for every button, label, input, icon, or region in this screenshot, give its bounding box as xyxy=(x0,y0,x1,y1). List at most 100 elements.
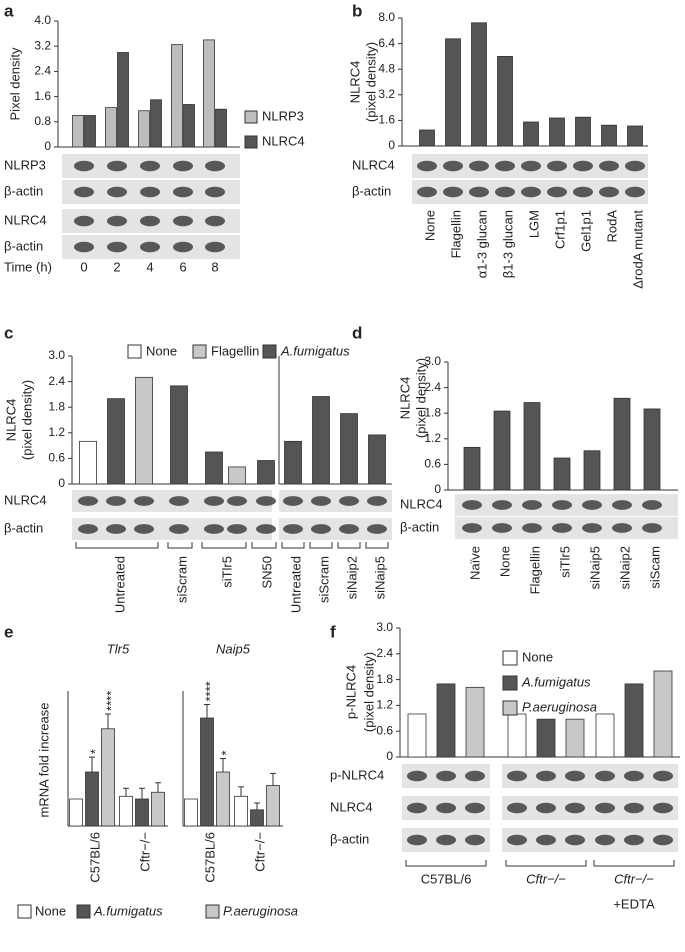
blot-band xyxy=(173,160,193,172)
significance: **** xyxy=(103,691,118,711)
blot-band xyxy=(407,770,427,782)
blot-band xyxy=(205,241,225,253)
bracket xyxy=(201,542,247,549)
x-tick-label: Cftr−/− xyxy=(137,832,152,872)
legend-label: NLRP3 xyxy=(262,108,304,123)
blot-band xyxy=(407,802,427,814)
bar xyxy=(536,718,556,758)
blot-label: β-actin xyxy=(4,238,43,253)
y-tick-label: 3.0 xyxy=(376,620,393,634)
bracket xyxy=(337,542,361,549)
blot-band xyxy=(173,241,193,253)
y-tick-label: 1.6 xyxy=(378,113,395,127)
blot-band xyxy=(173,215,193,227)
blot-band xyxy=(107,241,127,253)
blot-band xyxy=(507,834,527,846)
blot-band xyxy=(536,834,556,846)
blot-band xyxy=(169,524,189,534)
bar xyxy=(85,771,99,827)
legend-swatch xyxy=(502,650,518,666)
bar xyxy=(523,402,541,491)
error-bar xyxy=(89,756,95,772)
bar xyxy=(203,39,215,148)
x-tick-label: Flagellin xyxy=(527,546,542,594)
error-bar xyxy=(238,786,244,797)
bar xyxy=(215,108,227,148)
bar xyxy=(465,686,485,758)
y-tick-label: 6.4 xyxy=(378,36,395,50)
y-tick-label: 0 xyxy=(44,139,51,153)
legend-label: A.fumigatus xyxy=(521,674,591,689)
y-tick-label: 0 xyxy=(58,476,65,490)
blot-band xyxy=(507,802,527,814)
y-tick-label: 1.8 xyxy=(424,405,441,419)
error-bar xyxy=(254,802,260,810)
blot-band xyxy=(552,500,572,510)
blot-band xyxy=(462,523,482,533)
x-tick-label: Cftr−/− xyxy=(526,871,566,886)
lane-label: Untreated xyxy=(288,556,303,613)
y-axis-label: (pixel density) xyxy=(363,42,378,122)
blot-band xyxy=(140,160,160,172)
x-tick-label: Flagellin xyxy=(448,210,463,258)
blot-band xyxy=(417,186,437,198)
blot-band xyxy=(624,770,644,782)
legend-label: None xyxy=(146,343,177,358)
bar xyxy=(312,396,330,485)
subplot-title: Tlr5 xyxy=(107,641,130,656)
y-tick-label: 1.2 xyxy=(376,698,393,712)
x-tick-label: ΔrodA mutant xyxy=(630,210,645,289)
subplot-title: Naip5 xyxy=(216,641,251,656)
blot-band xyxy=(465,770,485,782)
lane-label: SN50 xyxy=(259,556,274,589)
bar xyxy=(84,115,96,148)
category-note: +EDTA xyxy=(613,896,655,911)
y-axis-label: p-NLRC4 xyxy=(343,665,358,719)
lane-label: siScram xyxy=(174,556,189,603)
y-tick-label: 0.6 xyxy=(424,457,441,471)
blot-band xyxy=(624,802,644,814)
bracket xyxy=(251,542,277,549)
y-tick-label: 3.2 xyxy=(378,87,395,101)
y-axis-label: (pixel density) xyxy=(413,358,428,438)
x-tick-label: C57BL/6 xyxy=(87,832,102,883)
y-tick-label: 0.6 xyxy=(48,451,65,465)
blot-label: β-actin xyxy=(330,831,369,846)
blot-band xyxy=(536,802,556,814)
blot-band xyxy=(521,186,541,198)
lane-label: Untreated xyxy=(112,556,127,613)
y-tick-label: 0 xyxy=(388,138,395,152)
y-tick-label: 1.2 xyxy=(424,431,441,445)
bracket xyxy=(75,542,159,549)
bar xyxy=(135,798,149,827)
y-tick-label: 0.8 xyxy=(34,114,51,128)
bar xyxy=(471,22,487,147)
blot-label: β-actin xyxy=(352,183,391,198)
blot-band xyxy=(573,160,593,172)
blot-band xyxy=(462,500,482,510)
blot-band xyxy=(642,523,662,533)
legend-swatch xyxy=(76,904,91,919)
blot-band xyxy=(495,186,515,198)
blot-band xyxy=(624,834,644,846)
x-tick-label: siTlr5 xyxy=(557,546,572,578)
y-tick-label: 3.0 xyxy=(48,348,65,362)
blot-band xyxy=(436,802,456,814)
x-tick-label: Gel1p1 xyxy=(578,210,593,252)
blot-band xyxy=(367,496,387,506)
bar xyxy=(368,434,386,485)
blot-label: p-NLRC4 xyxy=(330,767,384,782)
x-tick-label: β1-3 glucan xyxy=(500,210,515,278)
legend-label: None xyxy=(522,649,553,664)
blot-band xyxy=(256,496,276,506)
panel-letter: c xyxy=(4,323,13,342)
legend-swatch xyxy=(502,700,518,716)
blot-band xyxy=(507,770,527,782)
blot-band xyxy=(469,186,489,198)
blot-label: NLRC4 xyxy=(400,496,443,511)
significance: **** xyxy=(202,681,217,701)
legend-swatch xyxy=(502,675,518,691)
panel-letter: d xyxy=(352,323,362,342)
blot-band xyxy=(78,496,98,506)
